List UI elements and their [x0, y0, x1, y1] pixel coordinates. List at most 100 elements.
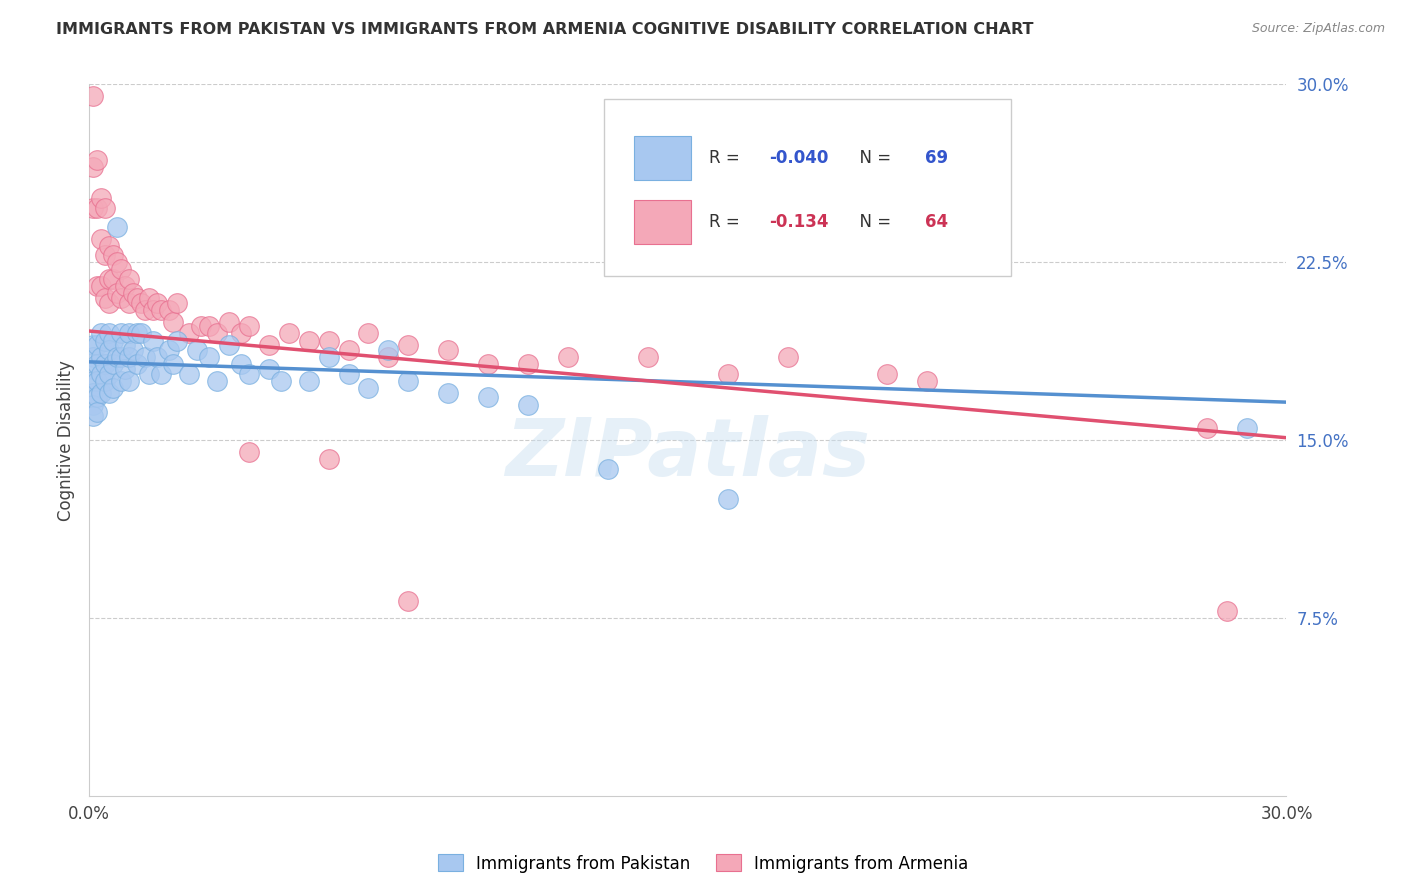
Point [118, 374, 141, 388]
Text: IMMIGRANTS FROM PAKISTAN VS IMMIGRANTS FROM ARMENIA COGNITIVE DISABILITY CORRELA: IMMIGRANTS FROM PAKISTAN VS IMMIGRANTS F… [56, 22, 1033, 37]
Point [82, 409, 104, 424]
Point [98, 272, 121, 286]
Point [205, 326, 228, 341]
Legend: Immigrants from Pakistan, Immigrants from Armenia: Immigrants from Pakistan, Immigrants fro… [432, 847, 974, 880]
Point [101, 272, 124, 286]
Point [90, 191, 112, 205]
Point [218, 314, 240, 328]
Text: -0.040: -0.040 [769, 149, 828, 167]
Point [101, 381, 124, 395]
Point [98, 343, 121, 357]
Point [142, 302, 165, 317]
Point [557, 350, 579, 364]
Point [101, 334, 124, 348]
Point [477, 357, 499, 371]
Point [190, 319, 212, 334]
Point [86, 391, 108, 405]
Point [82, 161, 104, 175]
Point [98, 367, 121, 381]
Point [105, 286, 128, 301]
Point [876, 367, 898, 381]
Point [118, 295, 141, 310]
Point [134, 302, 156, 317]
Point [270, 374, 292, 388]
Point [357, 326, 380, 341]
Point [129, 295, 152, 310]
Bar [634, 201, 692, 244]
Point [717, 367, 740, 381]
Point [86, 338, 108, 352]
Point [94, 201, 117, 215]
Point [238, 319, 260, 334]
Point [122, 286, 145, 301]
Point [297, 374, 319, 388]
Point [146, 350, 169, 364]
Point [337, 343, 360, 357]
Point [396, 338, 419, 352]
Point [82, 362, 104, 376]
Point [229, 357, 252, 371]
Point [177, 326, 200, 341]
Point [166, 295, 188, 310]
Point [257, 338, 280, 352]
Point [101, 248, 124, 262]
Point [118, 326, 141, 341]
Text: ZIPatlas: ZIPatlas [505, 416, 870, 493]
Point [114, 279, 136, 293]
Point [377, 350, 399, 364]
Point [82, 350, 104, 364]
Point [114, 338, 136, 352]
Point [122, 343, 145, 357]
Point [86, 357, 108, 371]
Point [166, 334, 188, 348]
Point [82, 201, 104, 215]
Point [318, 334, 340, 348]
Point [86, 153, 108, 168]
Point [105, 255, 128, 269]
Point [94, 334, 117, 348]
Point [105, 219, 128, 234]
Point [776, 350, 799, 364]
Point [318, 350, 340, 364]
Point [110, 350, 132, 364]
Point [94, 291, 117, 305]
Point [637, 350, 659, 364]
Point [257, 362, 280, 376]
Point [377, 343, 399, 357]
Point [198, 350, 221, 364]
Point [477, 391, 499, 405]
Point [82, 385, 104, 400]
Point [114, 362, 136, 376]
Text: Source: ZipAtlas.com: Source: ZipAtlas.com [1251, 22, 1385, 36]
Point [118, 350, 141, 364]
Text: N =: N = [849, 149, 897, 167]
Point [318, 452, 340, 467]
Point [90, 231, 112, 245]
Point [149, 302, 172, 317]
Point [337, 367, 360, 381]
Point [146, 295, 169, 310]
Point [596, 461, 619, 475]
Point [90, 385, 112, 400]
Point [177, 367, 200, 381]
Text: 64: 64 [925, 212, 948, 231]
Point [90, 367, 112, 381]
Text: R =: R = [709, 149, 745, 167]
Point [915, 374, 938, 388]
Point [142, 334, 165, 348]
Text: N =: N = [849, 212, 897, 231]
Point [157, 302, 180, 317]
Point [125, 326, 148, 341]
Point [218, 338, 240, 352]
Point [110, 374, 132, 388]
Y-axis label: Cognitive Disability: Cognitive Disability [58, 359, 75, 521]
Point [90, 326, 112, 341]
Point [162, 357, 184, 371]
Text: -0.134: -0.134 [769, 212, 828, 231]
Point [125, 291, 148, 305]
Point [277, 326, 299, 341]
Point [110, 291, 132, 305]
FancyBboxPatch shape [605, 99, 1011, 277]
Point [297, 334, 319, 348]
Point [105, 350, 128, 364]
